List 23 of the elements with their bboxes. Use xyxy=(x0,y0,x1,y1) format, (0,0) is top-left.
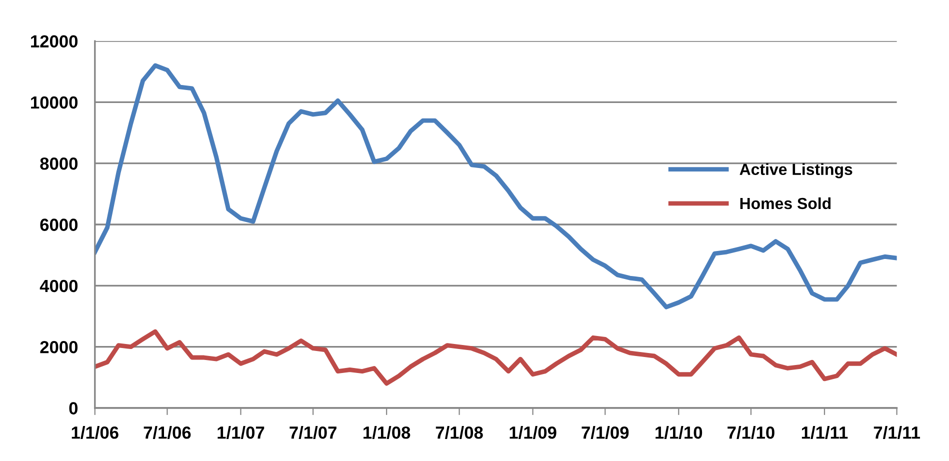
x-tick-label: 1/1/07 xyxy=(218,426,264,439)
x-tick-label: 1/1/10 xyxy=(656,426,702,439)
line-series xyxy=(94,63,897,310)
y-tick-label: 6000 xyxy=(40,218,78,231)
y-tick-label: 4000 xyxy=(40,280,78,292)
y-tick-label: 8000 xyxy=(40,158,78,170)
x-tick-label: 7/1/06 xyxy=(144,426,191,439)
x-tick-label: 1/1/06 xyxy=(72,426,118,439)
legend-label: Homes Sold xyxy=(740,197,831,210)
x-tick-label: 7/1/11 xyxy=(874,426,920,439)
x-tick-label: 1/1/08 xyxy=(364,426,410,439)
y-tick-label: 2000 xyxy=(40,340,78,354)
line-series xyxy=(94,329,897,386)
legend-label: Active Listings xyxy=(740,163,852,178)
y-tick-label: 0 xyxy=(69,402,78,414)
y-tick-label: 12000 xyxy=(31,35,78,48)
y-tick-label: 10000 xyxy=(31,96,78,109)
x-tick-label: 7/1/09 xyxy=(582,426,629,439)
x-tick-label: 7/1/10 xyxy=(728,426,774,439)
x-tick-label: 7/1/07 xyxy=(290,426,336,439)
x-tick-label: 1/1/11 xyxy=(802,426,848,439)
x-tick-label: 1/1/09 xyxy=(510,426,556,439)
x-tick-label: 7/1/08 xyxy=(436,426,483,439)
